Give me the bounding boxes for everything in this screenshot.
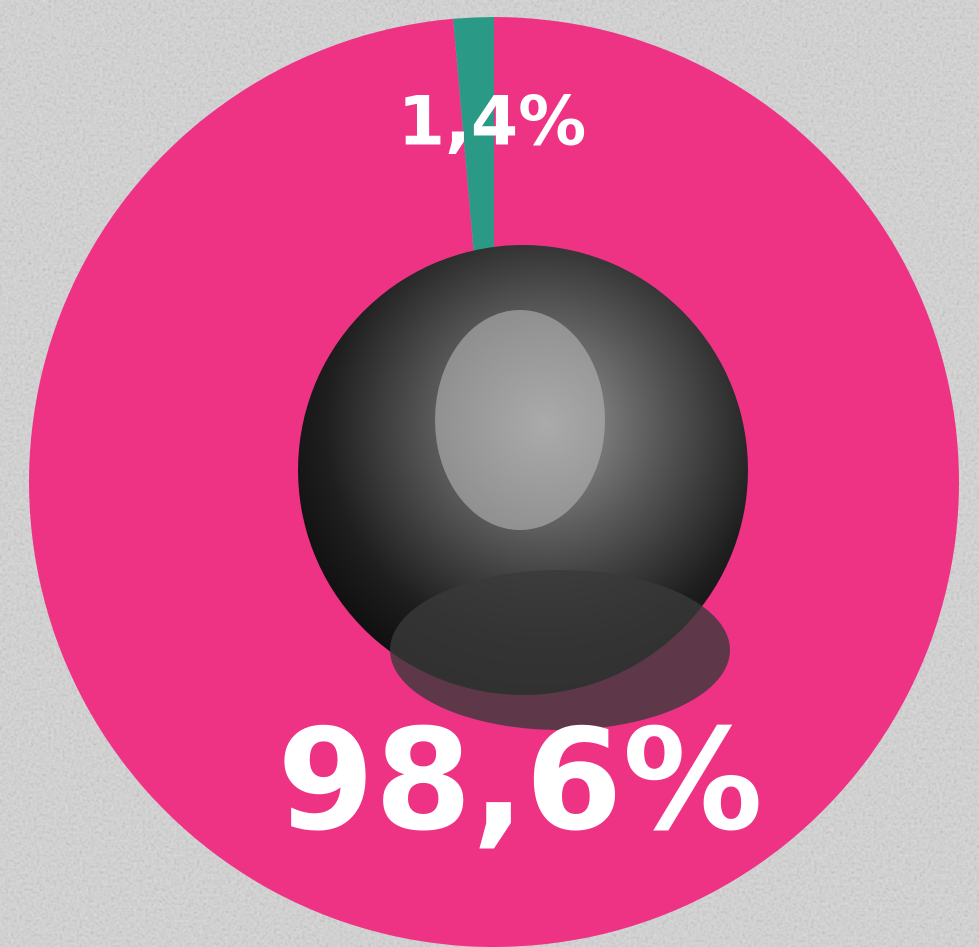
photo (298, 245, 748, 730)
slice-label: 98,6% (277, 700, 763, 863)
photo-face (435, 310, 605, 530)
slice-label: 1,4% (398, 83, 587, 162)
photo-shoulders (390, 570, 730, 730)
